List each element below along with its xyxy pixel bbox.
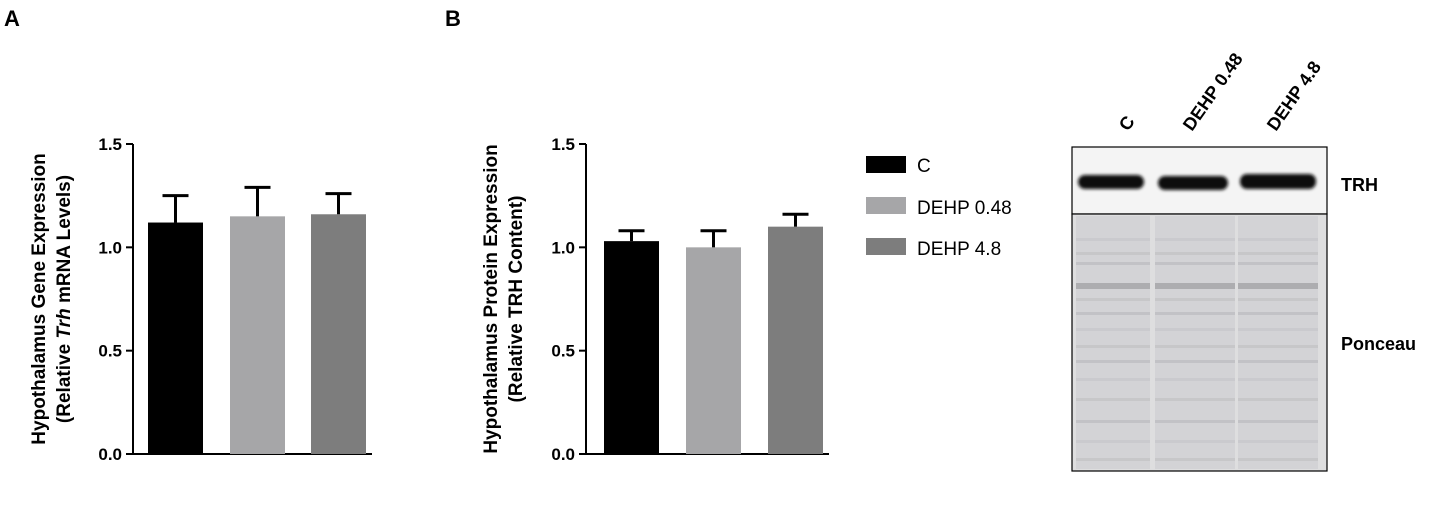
ponceau-band-2-9 xyxy=(1238,378,1318,381)
ponceau-band-2-12 xyxy=(1238,440,1318,443)
ponceau-band-0-5 xyxy=(1076,312,1150,315)
legend-label-c: C xyxy=(917,156,931,177)
chart-a-ytick-label-0: 0.0 xyxy=(98,445,122,464)
blot-trh-label: TRH xyxy=(1341,175,1378,195)
blot-ponceau-label: Ponceau xyxy=(1341,334,1416,354)
chart-a-ytick-label-1: 0.5 xyxy=(98,342,122,361)
ponceau-band-1-5 xyxy=(1155,312,1235,315)
ponceau-band-2-7 xyxy=(1238,345,1318,348)
ponceau-band-1-2 xyxy=(1155,262,1235,265)
chart-b-bar-2 xyxy=(768,226,823,454)
ponceau-band-2-11 xyxy=(1238,420,1318,423)
ponceau-band-0-0 xyxy=(1076,238,1150,241)
ponceau-band-2-5 xyxy=(1238,312,1318,315)
ponceau-band-2-2 xyxy=(1238,262,1318,265)
chart-a-bar-2 xyxy=(311,214,366,454)
blot-band-dehp-048 xyxy=(1158,176,1228,190)
ponceau-band-2-8 xyxy=(1238,360,1318,363)
legend-swatch-dehp-48 xyxy=(866,238,906,255)
chart-a-ylabel-line2-italic: Trh xyxy=(54,308,75,338)
ponceau-band-0-13 xyxy=(1076,458,1150,461)
ponceau-band-1-1 xyxy=(1155,252,1235,255)
ponceau-band-1-3 xyxy=(1155,283,1235,289)
ponceau-band-1-8 xyxy=(1155,360,1235,363)
blot-lane-label-dehp-048: DEHP 0.48 xyxy=(1179,49,1247,134)
ponceau-lane-0 xyxy=(1076,216,1150,469)
ponceau-band-0-3 xyxy=(1076,283,1150,289)
ponceau-lanes xyxy=(1076,216,1318,469)
chart-b-ytick-label-2: 1.0 xyxy=(551,238,575,257)
chart-b-ytick-label-1: 0.5 xyxy=(551,342,575,361)
ponceau-band-0-4 xyxy=(1076,298,1150,301)
panel-b-letter: B xyxy=(445,6,461,31)
chart-b-ytick-label-0: 0.0 xyxy=(551,445,575,464)
blot-band-c xyxy=(1078,175,1144,189)
blot-band-dehp-48 xyxy=(1240,174,1316,189)
ponceau-band-1-13 xyxy=(1155,458,1235,461)
ponceau-band-0-2 xyxy=(1076,262,1150,265)
ponceau-band-0-7 xyxy=(1076,345,1150,348)
ponceau-band-2-13 xyxy=(1238,458,1318,461)
chart-b-ytick-label-3: 1.5 xyxy=(551,135,575,154)
legend-swatch-dehp-048 xyxy=(866,197,906,214)
ponceau-band-0-1 xyxy=(1076,252,1150,255)
ponceau-band-2-0 xyxy=(1238,238,1318,241)
ponceau-band-1-4 xyxy=(1155,298,1235,301)
chart-a-ylabel-line2-post: mRNA Levels) xyxy=(54,175,75,308)
ponceau-lane-2 xyxy=(1238,216,1318,469)
ponceau-band-1-11 xyxy=(1155,420,1235,423)
chart-a-bar-0 xyxy=(148,222,203,454)
chart-b-ylabel-line1: Hypothalamus Protein Expression xyxy=(481,144,502,453)
chart-b: Hypothalamus Protein Expression (Relativ… xyxy=(481,135,829,464)
chart-a-ylabel-line2-pre: (Relative xyxy=(54,339,75,423)
ponceau-lane-1 xyxy=(1155,216,1235,469)
chart-a-bar-1 xyxy=(230,216,285,454)
ponceau-band-0-9 xyxy=(1076,378,1150,381)
ponceau-band-1-0 xyxy=(1155,238,1235,241)
legend-label-dehp-48: DEHP 4.8 xyxy=(917,239,1001,260)
ponceau-band-1-10 xyxy=(1155,398,1235,401)
ponceau-band-2-4 xyxy=(1238,298,1318,301)
legend: C DEHP 0.48 DEHP 4.8 xyxy=(866,156,1012,260)
ponceau-band-2-6 xyxy=(1238,328,1318,331)
blot-lane-label-dehp-48: DEHP 4.8 xyxy=(1263,58,1325,135)
blot-lane-label-c: C xyxy=(1115,112,1139,134)
chart-a: Hypothalamus Gene Expression (Relative T… xyxy=(29,135,372,464)
legend-label-dehp-048: DEHP 0.48 xyxy=(917,198,1012,219)
chart-a-ytick-label-2: 1.0 xyxy=(98,238,122,257)
chart-b-bar-1 xyxy=(686,247,741,454)
ponceau-band-2-10 xyxy=(1238,398,1318,401)
ponceau-band-1-9 xyxy=(1155,378,1235,381)
ponceau-band-0-10 xyxy=(1076,398,1150,401)
panel-a-letter: A xyxy=(4,6,20,31)
chart-a-ytick-label-3: 1.5 xyxy=(98,135,122,154)
western-blot: C DEHP 0.48 DEHP 4.8 TRH Ponceau xyxy=(1071,49,1416,472)
chart-b-bar-0 xyxy=(604,241,659,454)
ponceau-band-1-12 xyxy=(1155,440,1235,443)
ponceau-band-2-1 xyxy=(1238,252,1318,255)
legend-swatch-c xyxy=(866,156,906,173)
ponceau-band-0-11 xyxy=(1076,420,1150,423)
ponceau-band-1-6 xyxy=(1155,328,1235,331)
ponceau-band-0-6 xyxy=(1076,328,1150,331)
ponceau-band-1-7 xyxy=(1155,345,1235,348)
ponceau-band-2-3 xyxy=(1238,283,1318,289)
chart-a-ylabel-line1: Hypothalamus Gene Expression xyxy=(29,153,50,444)
chart-b-ylabel-line2: (Relative TRH Content) xyxy=(506,196,527,403)
ponceau-band-0-8 xyxy=(1076,360,1150,363)
ponceau-band-0-12 xyxy=(1076,440,1150,443)
chart-a-ylabel-line2: (Relative Trh mRNA Levels) xyxy=(54,175,75,423)
